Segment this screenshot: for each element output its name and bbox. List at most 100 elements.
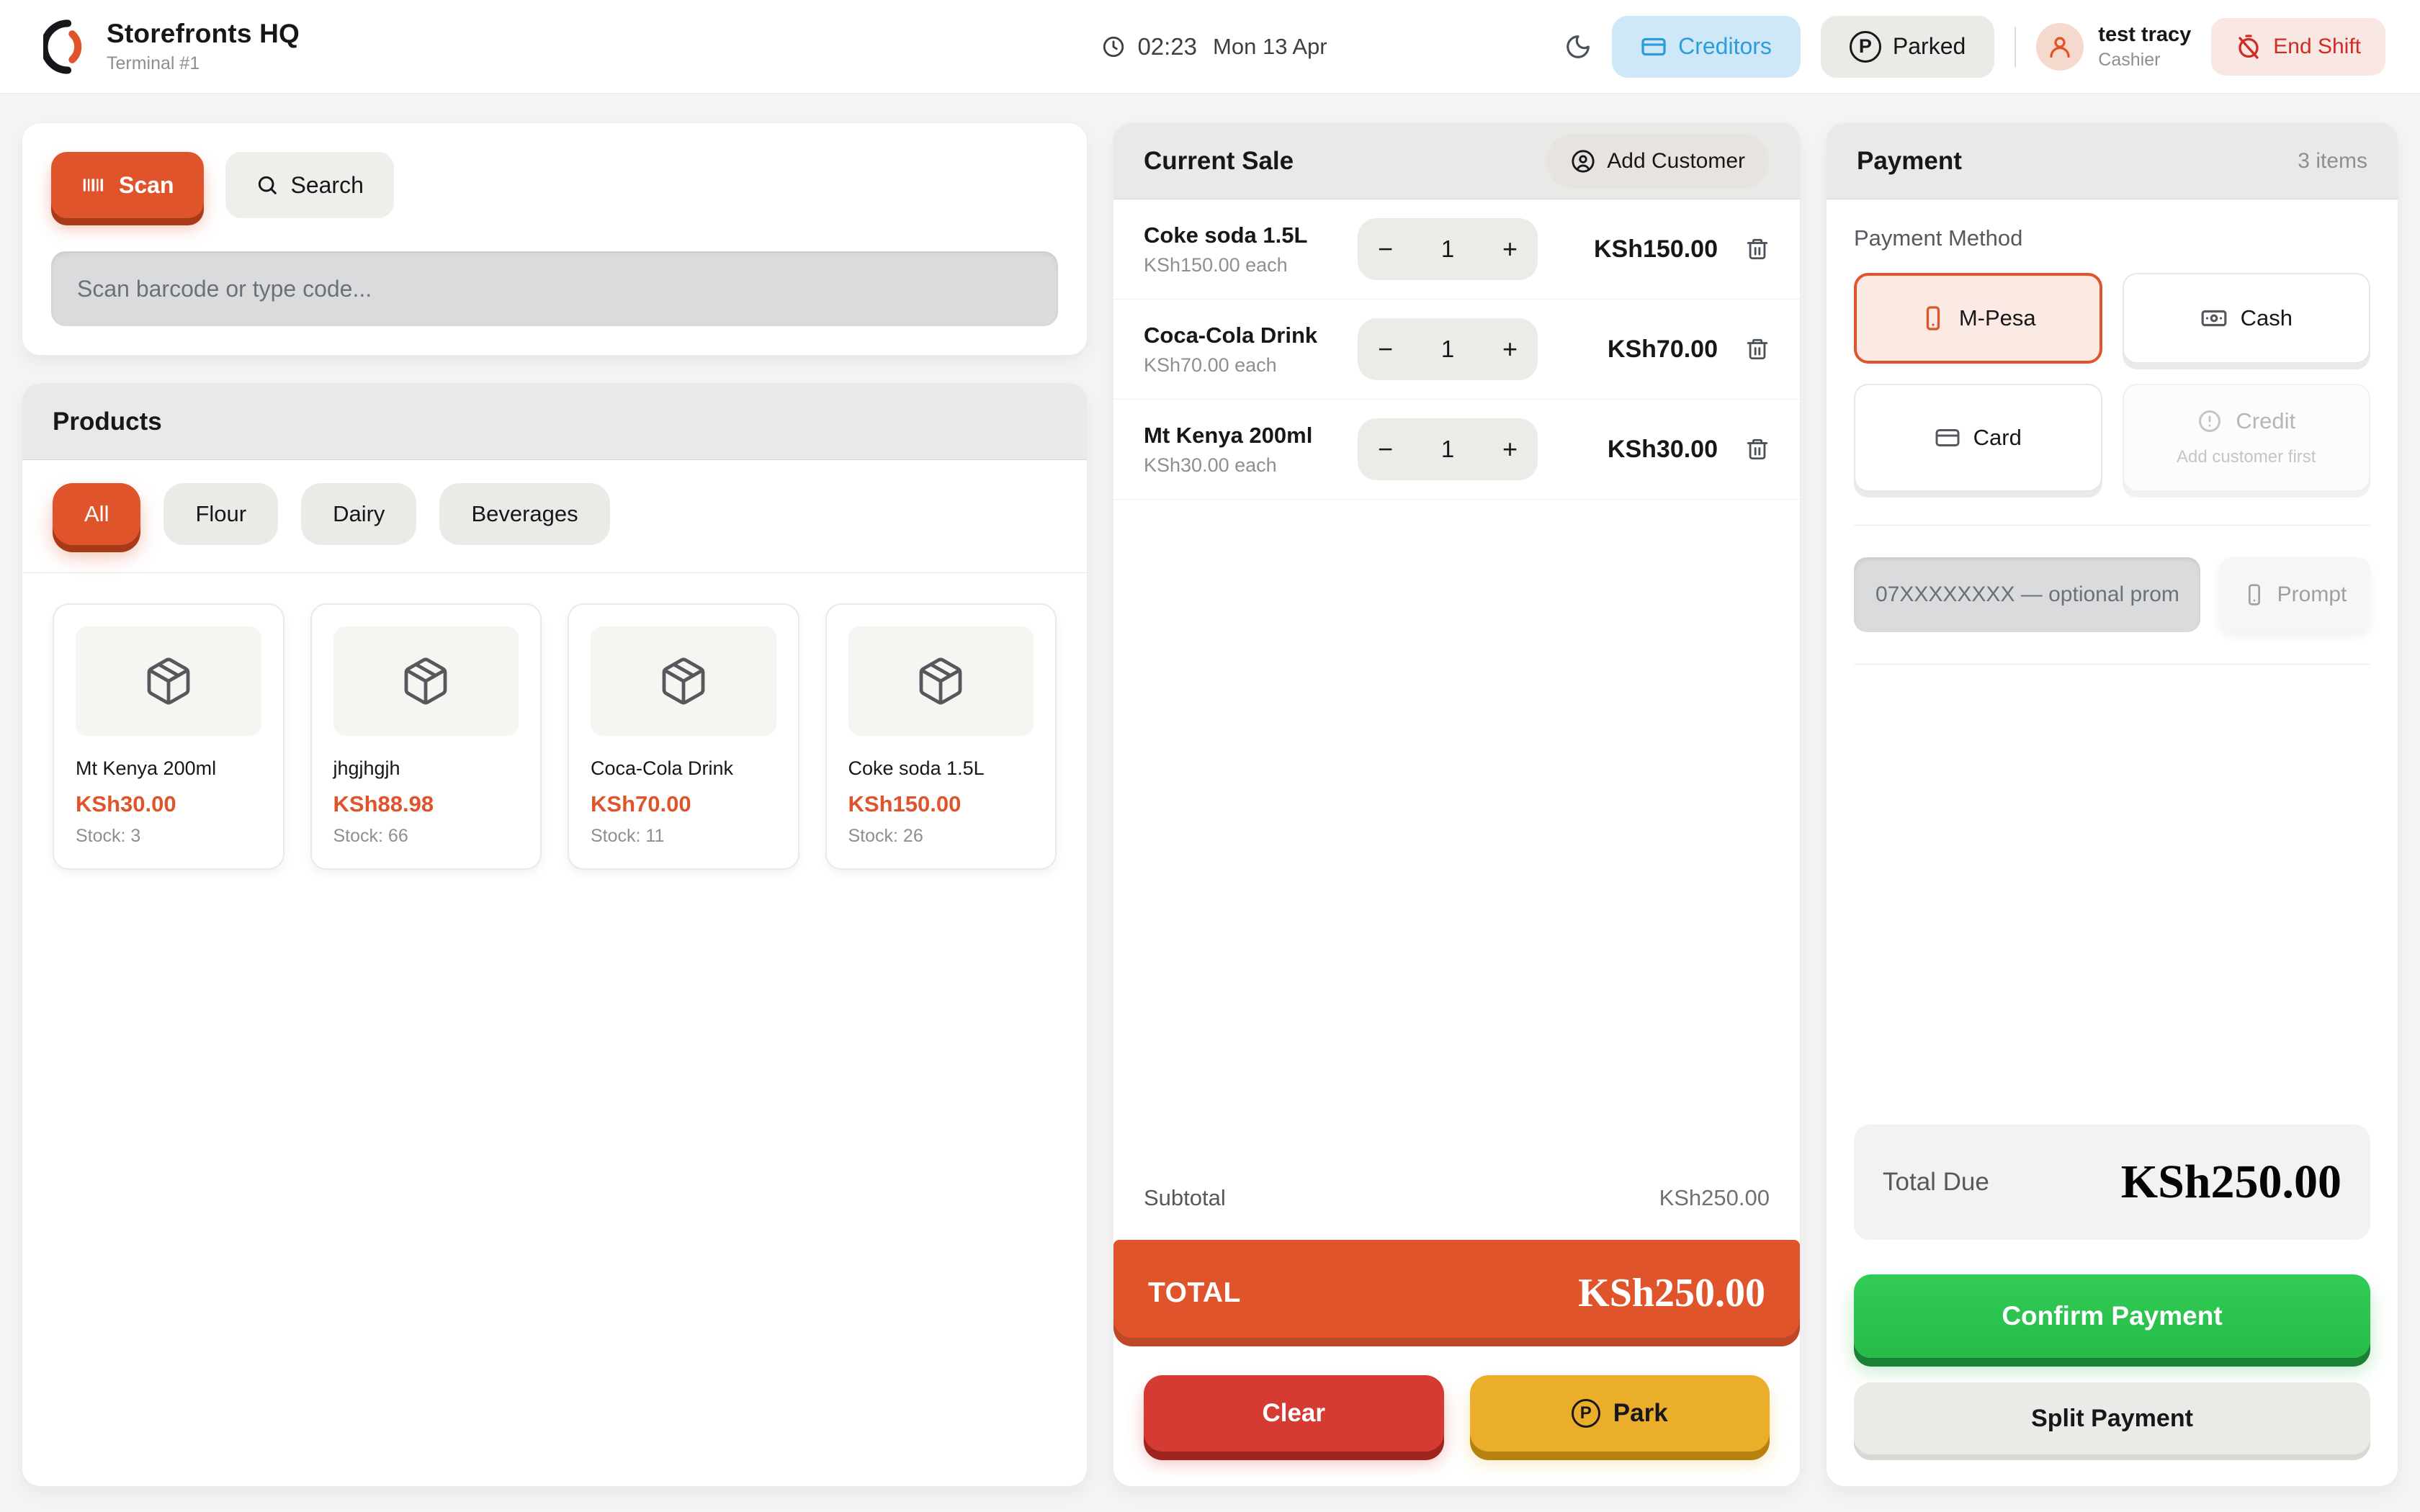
increase-qty-button[interactable]: + [1502, 234, 1518, 264]
sale-item-row: Coca-Cola Drink KSh70.00 each − 1 + KSh7… [1113, 300, 1800, 400]
product-price: KSh70.00 [591, 791, 691, 816]
product-name: Mt Kenya 200ml [76, 757, 217, 779]
remove-item-button[interactable] [1745, 337, 1770, 361]
mpesa-prompt-row: Prompt [1854, 525, 2370, 665]
sale-item-name: Coca-Cola Drink [1144, 322, 1318, 348]
remove-item-button[interactable] [1745, 437, 1770, 462]
package-icon [400, 655, 452, 707]
total-label: TOTAL [1148, 1277, 1241, 1308]
subtotal-row: Subtotal KSh250.00 [1113, 1156, 1800, 1240]
method-credit-button[interactable]: Credit Add customer first [2122, 384, 2370, 492]
method-card-button[interactable]: Card [1854, 384, 2102, 492]
package-icon [658, 655, 709, 707]
payment-panel: Payment 3 items Payment Method M-Pesa [1826, 122, 2398, 1487]
subtotal-label: Subtotal [1144, 1185, 1226, 1210]
trash-icon [1745, 437, 1770, 462]
package-icon [915, 655, 967, 707]
total-bar: TOTAL KSh250.00 [1113, 1240, 1800, 1346]
increase-qty-button[interactable]: + [1502, 334, 1518, 364]
parked-label: Parked [1892, 33, 1966, 59]
park-label: Park [1613, 1399, 1668, 1427]
package-icon [143, 655, 194, 707]
filter-flour[interactable]: Flour [163, 483, 279, 545]
products-title: Products [53, 407, 162, 436]
decrease-qty-button[interactable]: − [1378, 334, 1394, 364]
terminal-label: Terminal #1 [107, 53, 200, 73]
prompt-button[interactable]: Prompt [2219, 557, 2370, 632]
trash-icon [1745, 337, 1770, 361]
add-customer-button[interactable]: Add Customer [1546, 133, 1770, 189]
filter-dairy[interactable]: Dairy [301, 483, 417, 545]
product-card[interactable]: Coke soda 1.5L KSh150.00 Stock: 26 [825, 603, 1057, 870]
end-shift-label: End Shift [2273, 34, 2362, 58]
smartphone-icon [1920, 305, 1946, 331]
product-card[interactable]: jhgjhgjh KSh88.98 Stock: 66 [310, 603, 542, 870]
end-shift-button[interactable]: End Shift [2211, 17, 2386, 76]
prompt-label: Prompt [2277, 582, 2347, 606]
product-name: Coca-Cola Drink [591, 757, 734, 779]
add-customer-label: Add Customer [1607, 148, 1745, 173]
scan-label: Scan [119, 171, 174, 198]
filter-beverages[interactable]: Beverages [439, 483, 610, 545]
confirm-payment-label: Confirm Payment [2002, 1301, 2223, 1331]
sale-item-unit-price: KSh30.00 each [1144, 454, 1277, 476]
clock-group: 02:23 Mon 13 Apr [1101, 33, 1327, 60]
header-actions: Creditors P Parked test tracy Cashier En… [1327, 15, 2386, 78]
search-label: Search [290, 171, 364, 198]
products-header: Products [22, 384, 1087, 460]
category-filters: All Flour Dairy Beverages [22, 460, 1087, 573]
method-mpesa-label: M-Pesa [1958, 305, 2036, 330]
filter-all[interactable]: All [53, 483, 141, 545]
scan-button[interactable]: Scan [51, 152, 205, 218]
user-chip[interactable]: test tracy Cashier [2036, 22, 2191, 71]
clear-button[interactable]: Clear [1144, 1375, 1444, 1452]
dark-mode-toggle[interactable] [1564, 33, 1592, 60]
creditors-button[interactable]: Creditors [1612, 15, 1801, 78]
total-due-value: KSh250.00 [2120, 1156, 2341, 1208]
split-payment-label: Split Payment [2031, 1404, 2193, 1432]
product-name: Coke soda 1.5L [848, 757, 985, 779]
split-payment-button[interactable]: Split Payment [1854, 1382, 2370, 1454]
confirm-payment-button[interactable]: Confirm Payment [1854, 1274, 2370, 1358]
banknote-icon [2200, 305, 2228, 332]
product-card[interactable]: Coca-Cola Drink KSh70.00 Stock: 11 [568, 603, 799, 870]
circle-p-icon: P [1849, 30, 1881, 63]
clear-label: Clear [1262, 1399, 1326, 1427]
sale-item-unit-price: KSh150.00 each [1144, 253, 1288, 276]
current-sale-panel: Current Sale Add Customer Coke soda 1.5L… [1113, 122, 1801, 1487]
product-stock: Stock: 26 [848, 826, 923, 846]
product-card[interactable]: Mt Kenya 200ml KSh30.00 Stock: 3 [53, 603, 284, 870]
product-stock: Stock: 66 [333, 826, 408, 846]
payment-header: Payment 3 items [1827, 123, 2398, 199]
product-price: KSh88.98 [333, 791, 434, 816]
method-cash-button[interactable]: Cash [2122, 273, 2370, 364]
items-count: 3 items [2298, 148, 2367, 173]
method-card-label: Card [1973, 425, 2022, 450]
decrease-qty-button[interactable]: − [1378, 234, 1394, 264]
sale-item-row: Mt Kenya 200ml KSh30.00 each − 1 + KSh30… [1113, 400, 1800, 500]
barcode-input[interactable] [51, 251, 1058, 326]
search-button[interactable]: Search [225, 152, 394, 218]
remove-item-button[interactable] [1745, 237, 1770, 261]
creditors-label: Creditors [1678, 33, 1772, 59]
current-sale-title: Current Sale [1144, 146, 1294, 175]
parked-button[interactable]: P Parked [1820, 15, 1995, 78]
increase-qty-button[interactable]: + [1502, 434, 1518, 464]
method-mpesa-button[interactable]: M-Pesa [1854, 273, 2102, 364]
scan-panel: Scan Search [22, 122, 1088, 356]
product-stock: Stock: 11 [591, 826, 665, 846]
payment-method-grid: M-Pesa Cash Ca [1854, 273, 2370, 492]
method-credit-note: Add customer first [2177, 447, 2316, 467]
park-button[interactable]: P Park [1469, 1375, 1770, 1452]
qty-value: 1 [1440, 436, 1455, 462]
quantity-stepper: − 1 + [1358, 418, 1538, 480]
product-price: KSh30.00 [76, 791, 176, 816]
decrease-qty-button[interactable]: − [1378, 434, 1394, 464]
clock-icon [1101, 35, 1126, 59]
user-icon [2047, 34, 2073, 60]
sale-actions: Clear P Park [1113, 1346, 1800, 1486]
header-divider [2015, 26, 2017, 67]
phone-number-input[interactable] [1854, 557, 2200, 632]
product-price: KSh150.00 [848, 791, 962, 816]
avatar [2036, 22, 2084, 71]
